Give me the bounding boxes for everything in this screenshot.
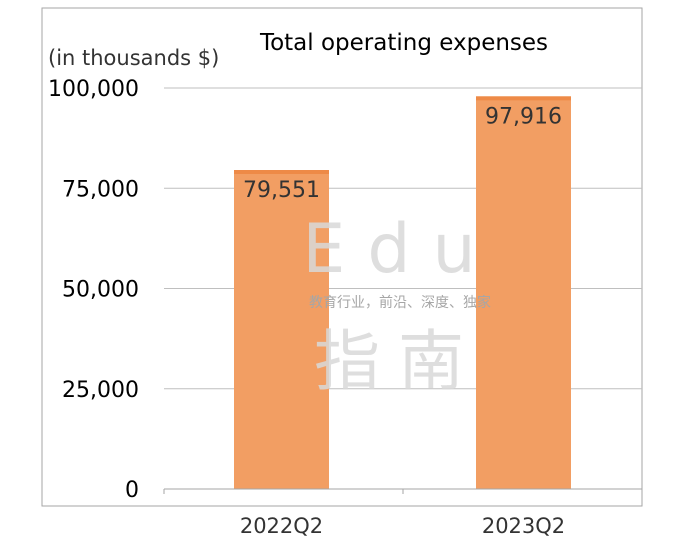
y-tick-label: 75,000 (62, 177, 139, 202)
y-tick-label: 100,000 (48, 77, 139, 102)
watermark-zhinan-text: 指南 (314, 323, 482, 400)
bar (234, 170, 329, 489)
watermark-edu-text: Edu (302, 210, 497, 289)
x-tick-label: 2023Q2 (482, 514, 565, 538)
bar-top-edge (234, 170, 329, 175)
bar-layer (234, 96, 571, 489)
x-tick-marks (163, 489, 643, 494)
x-tick-labels: 2022Q2 2023Q2 (240, 514, 565, 538)
watermark-caption-text: 教育行业，前沿、深度、独家 (309, 294, 491, 311)
value-label-layer: 79,551 97,916 (243, 104, 562, 203)
bar (476, 96, 571, 489)
chart-title: Total operating expenses (259, 30, 548, 56)
bar-value-label: 97,916 (485, 104, 562, 129)
y-tick-label: 0 (125, 478, 139, 503)
y-tick-label: 50,000 (62, 278, 139, 303)
bar-top-edge (476, 96, 571, 101)
chart-frame (41, 7, 643, 507)
watermark: Edu 教育行业，前沿、深度、独家 指南 (302, 210, 497, 400)
unit-label: (in thousands $) (48, 46, 219, 70)
y-tick-label: 25,000 (62, 378, 139, 403)
x-tick-label: 2022Q2 (240, 514, 323, 538)
y-tick-labels: 0 25,000 50,000 75,000 100,000 (48, 77, 139, 503)
bar-value-label: 79,551 (243, 178, 320, 203)
